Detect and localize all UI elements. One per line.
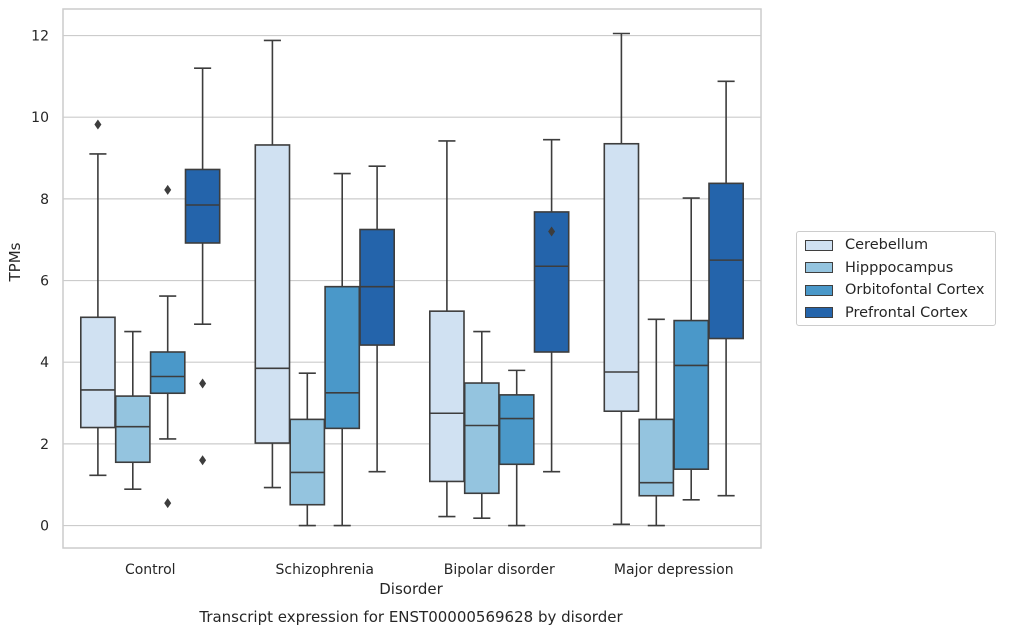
- box-hipppocampus: [289, 372, 326, 527]
- box-orbitofontal-cortex: [673, 197, 710, 501]
- outlier-marker: [199, 455, 207, 466]
- iqr-box: [673, 319, 710, 470]
- x-tick-labels: Control Schizophrenia Bipolar disorder Majo…: [125, 562, 734, 578]
- iqr-box: [708, 182, 745, 340]
- legend: Cerebellum Hipppocampus Orbitofontal Corte…: [796, 231, 996, 326]
- y-axis-label: TPMs: [6, 242, 24, 282]
- box-orbitofontal-cortex: [498, 369, 535, 527]
- box-cerebellum: [254, 39, 291, 489]
- x-tick-label: Schizophrenia: [276, 562, 374, 578]
- box-prefrontal-cortex: [184, 67, 221, 466]
- x-axis-label: Disorder: [379, 580, 443, 598]
- box-cerebellum: [603, 32, 640, 526]
- x-tick-label: Control: [125, 562, 176, 578]
- box-orbitofontal-cortex: [324, 172, 361, 527]
- box-cerebellum: [79, 119, 116, 477]
- y-tick-label: 6: [40, 274, 49, 290]
- outlier-marker: [548, 226, 556, 237]
- plot-frame: [62, 8, 762, 549]
- iqr-box: [638, 418, 675, 497]
- box-orbitofontal-cortex: [149, 184, 186, 509]
- box-prefrontal-cortex: [708, 80, 745, 497]
- iqr-box: [79, 316, 116, 429]
- legend-item: Cerebellum: [805, 235, 928, 255]
- box-hipppocampus: [638, 318, 675, 527]
- y-tick-label: 12: [31, 29, 49, 45]
- iqr-box: [149, 351, 186, 395]
- y-tick-label: 10: [31, 110, 49, 126]
- x-tick-label: Bipolar disorder: [444, 562, 555, 578]
- legend-item: Hipppocampus: [805, 258, 953, 278]
- legend-item: Prefrontal Cortex: [805, 303, 968, 323]
- chart-caption: Transcript expression for ENST0000056962…: [198, 608, 623, 626]
- y-tick-label: 2: [40, 437, 49, 453]
- outlier-marker: [199, 378, 207, 389]
- legend-item: Orbitofontal Cortex: [805, 280, 984, 300]
- outlier-marker: [164, 184, 172, 195]
- iqr-box: [463, 382, 500, 495]
- box-cerebellum: [428, 140, 465, 518]
- box-hipppocampus: [114, 330, 151, 491]
- iqr-box: [114, 395, 151, 464]
- y-tick-label: 0: [40, 519, 49, 535]
- legend-label: Cerebellum: [845, 237, 929, 253]
- y-tick-label: 8: [40, 192, 49, 208]
- iqr-box: [603, 142, 640, 413]
- box-prefrontal-cortex: [359, 165, 396, 473]
- iqr-box: [428, 310, 465, 483]
- iqr-box: [324, 285, 361, 430]
- outlier-marker: [164, 498, 172, 509]
- legend-swatch: [805, 239, 833, 251]
- outlier-marker: [94, 119, 102, 130]
- legend-swatch: [805, 262, 833, 273]
- box-hipppocampus: [463, 330, 500, 519]
- legend-label: Prefrontal Cortex: [845, 304, 968, 321]
- box-prefrontal-cortex: [533, 138, 570, 473]
- legend-label: Orbitofontal Cortex: [845, 282, 985, 298]
- box-groups: [79, 32, 745, 527]
- iqr-box: [184, 168, 221, 244]
- legend-label: Hipppocampus: [845, 259, 954, 276]
- iqr-box: [254, 144, 291, 444]
- legend-swatch: [805, 284, 833, 296]
- legend-swatch: [805, 307, 833, 318]
- y-tick-labels: 0 2 4 6 8 10 12: [31, 29, 49, 535]
- iqr-box: [289, 418, 326, 506]
- y-tick-label: 4: [40, 355, 49, 371]
- iqr-box: [498, 394, 535, 466]
- x-tick-label: Major depression: [614, 562, 734, 578]
